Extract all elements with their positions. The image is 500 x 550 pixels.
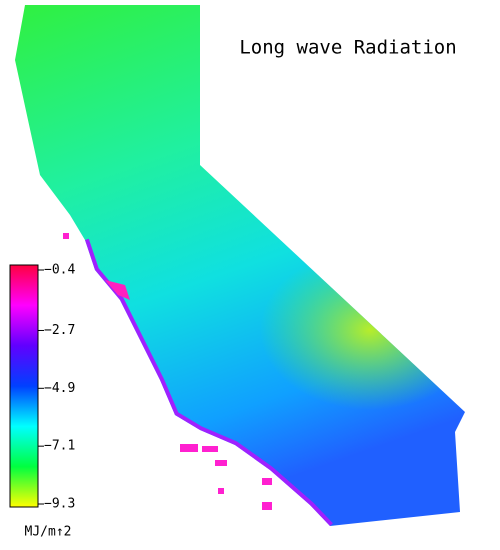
colorbar-tick-label: −2.7 [44, 323, 75, 338]
colorbar [9, 264, 39, 508]
map-title: Long wave Radiation [239, 37, 456, 59]
colorbar-tick-label: −4.9 [44, 381, 75, 396]
colorbar-unit: MJ/m↑2 [25, 525, 72, 540]
colorbar-tick-label: −0.4 [44, 263, 75, 278]
colorbar-tick-label: −7.1 [44, 439, 75, 454]
colorbar-tick-label: −9.3 [44, 497, 75, 512]
state-shape [15, 5, 465, 526]
